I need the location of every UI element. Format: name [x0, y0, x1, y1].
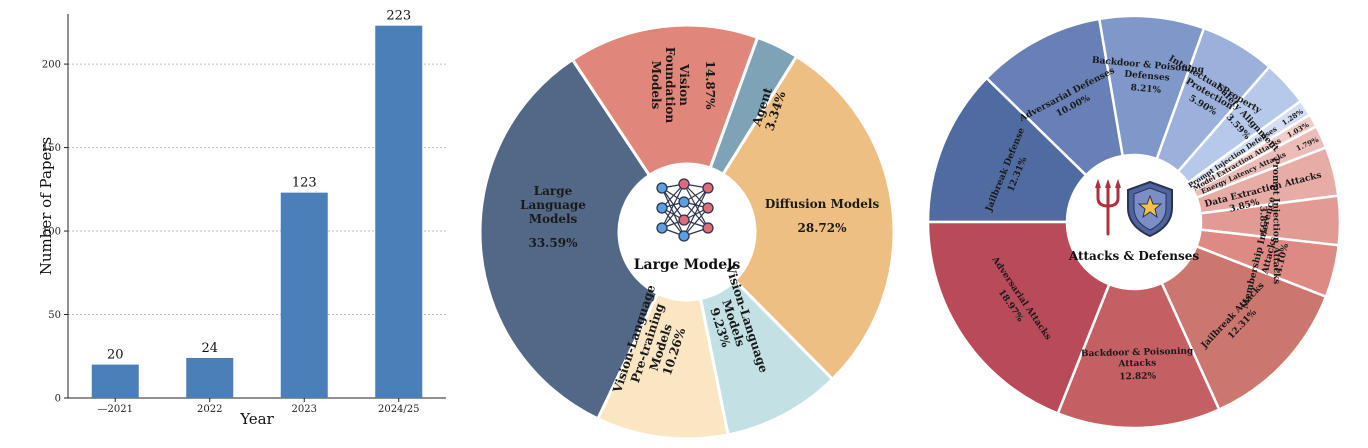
x-tick-label: —2021: [98, 404, 133, 415]
bar: [91, 364, 139, 398]
donut-center-label: Large Models: [634, 257, 741, 273]
bar-value-label: 20: [107, 348, 124, 363]
donut-center-label: Attacks & Defenses: [1068, 249, 1199, 263]
bar-value-label: 24: [201, 341, 218, 356]
slice-label: Diffusion Models 28.72%: [765, 197, 880, 235]
slice-percent: 28.72%: [798, 221, 848, 235]
bar: [186, 357, 234, 398]
bar-chart: 0 50 100 150 200 20 —2021 24 2022 123 2023 223 2024/…: [37, 9, 446, 428]
slice-label: Large Language Models 33.59%: [520, 184, 586, 250]
slice-percent: 12.82%: [1119, 372, 1156, 383]
large-models-donut: Large Language Models 33.59% VisionFoundatio…: [478, 23, 896, 441]
bar: [280, 192, 328, 398]
y-tick-label: 0: [55, 394, 61, 405]
slice-percent: 3.85%: [1257, 206, 1267, 237]
donut-slice: [720, 54, 896, 382]
slice-name: Backdoor & PoisoningAttacks: [1081, 347, 1195, 371]
y-tick-label: 200: [42, 60, 61, 71]
x-tick-label: 2024/25: [378, 404, 420, 415]
donut-slice: [926, 220, 1111, 416]
neural-network-icon: [656, 178, 714, 242]
slice-percent: 8.21%: [1130, 83, 1162, 96]
donut-slice: [595, 291, 730, 441]
shield-star-icon: [1127, 180, 1173, 238]
x-axis-title: Year: [239, 410, 274, 428]
slice-name: Large Language Models: [520, 184, 586, 226]
slice-percent: 14.87%: [703, 61, 717, 111]
bar: [375, 25, 423, 399]
slice-name: VisionFoundationModels: [649, 47, 691, 124]
donut-slice: [570, 23, 760, 178]
slice-percent: 33.59%: [529, 236, 579, 250]
y-axis-title: Number of Papers: [37, 137, 55, 276]
x-tick-label: 2022: [197, 404, 222, 415]
slice-label: VisionFoundationModels 14.87%: [649, 47, 717, 124]
donut-slice: [926, 76, 1088, 224]
donut-slice: [1160, 244, 1328, 412]
slice-name: Diffusion Models: [765, 197, 880, 211]
trident-icon: [1095, 178, 1121, 236]
y-tick-label: 100: [42, 227, 61, 238]
donut-slice: [478, 57, 660, 421]
y-tick-label: 50: [48, 310, 61, 321]
donut-slice: [698, 278, 835, 437]
bar-value-label: 123: [292, 176, 317, 191]
x-tick-label: 2023: [292, 404, 317, 415]
bar-value-label: 223: [386, 9, 411, 24]
y-tick-label: 150: [42, 143, 61, 154]
donut-slice: [1056, 281, 1221, 430]
slice-name: Prompt Injection Attacks: [1270, 157, 1281, 284]
